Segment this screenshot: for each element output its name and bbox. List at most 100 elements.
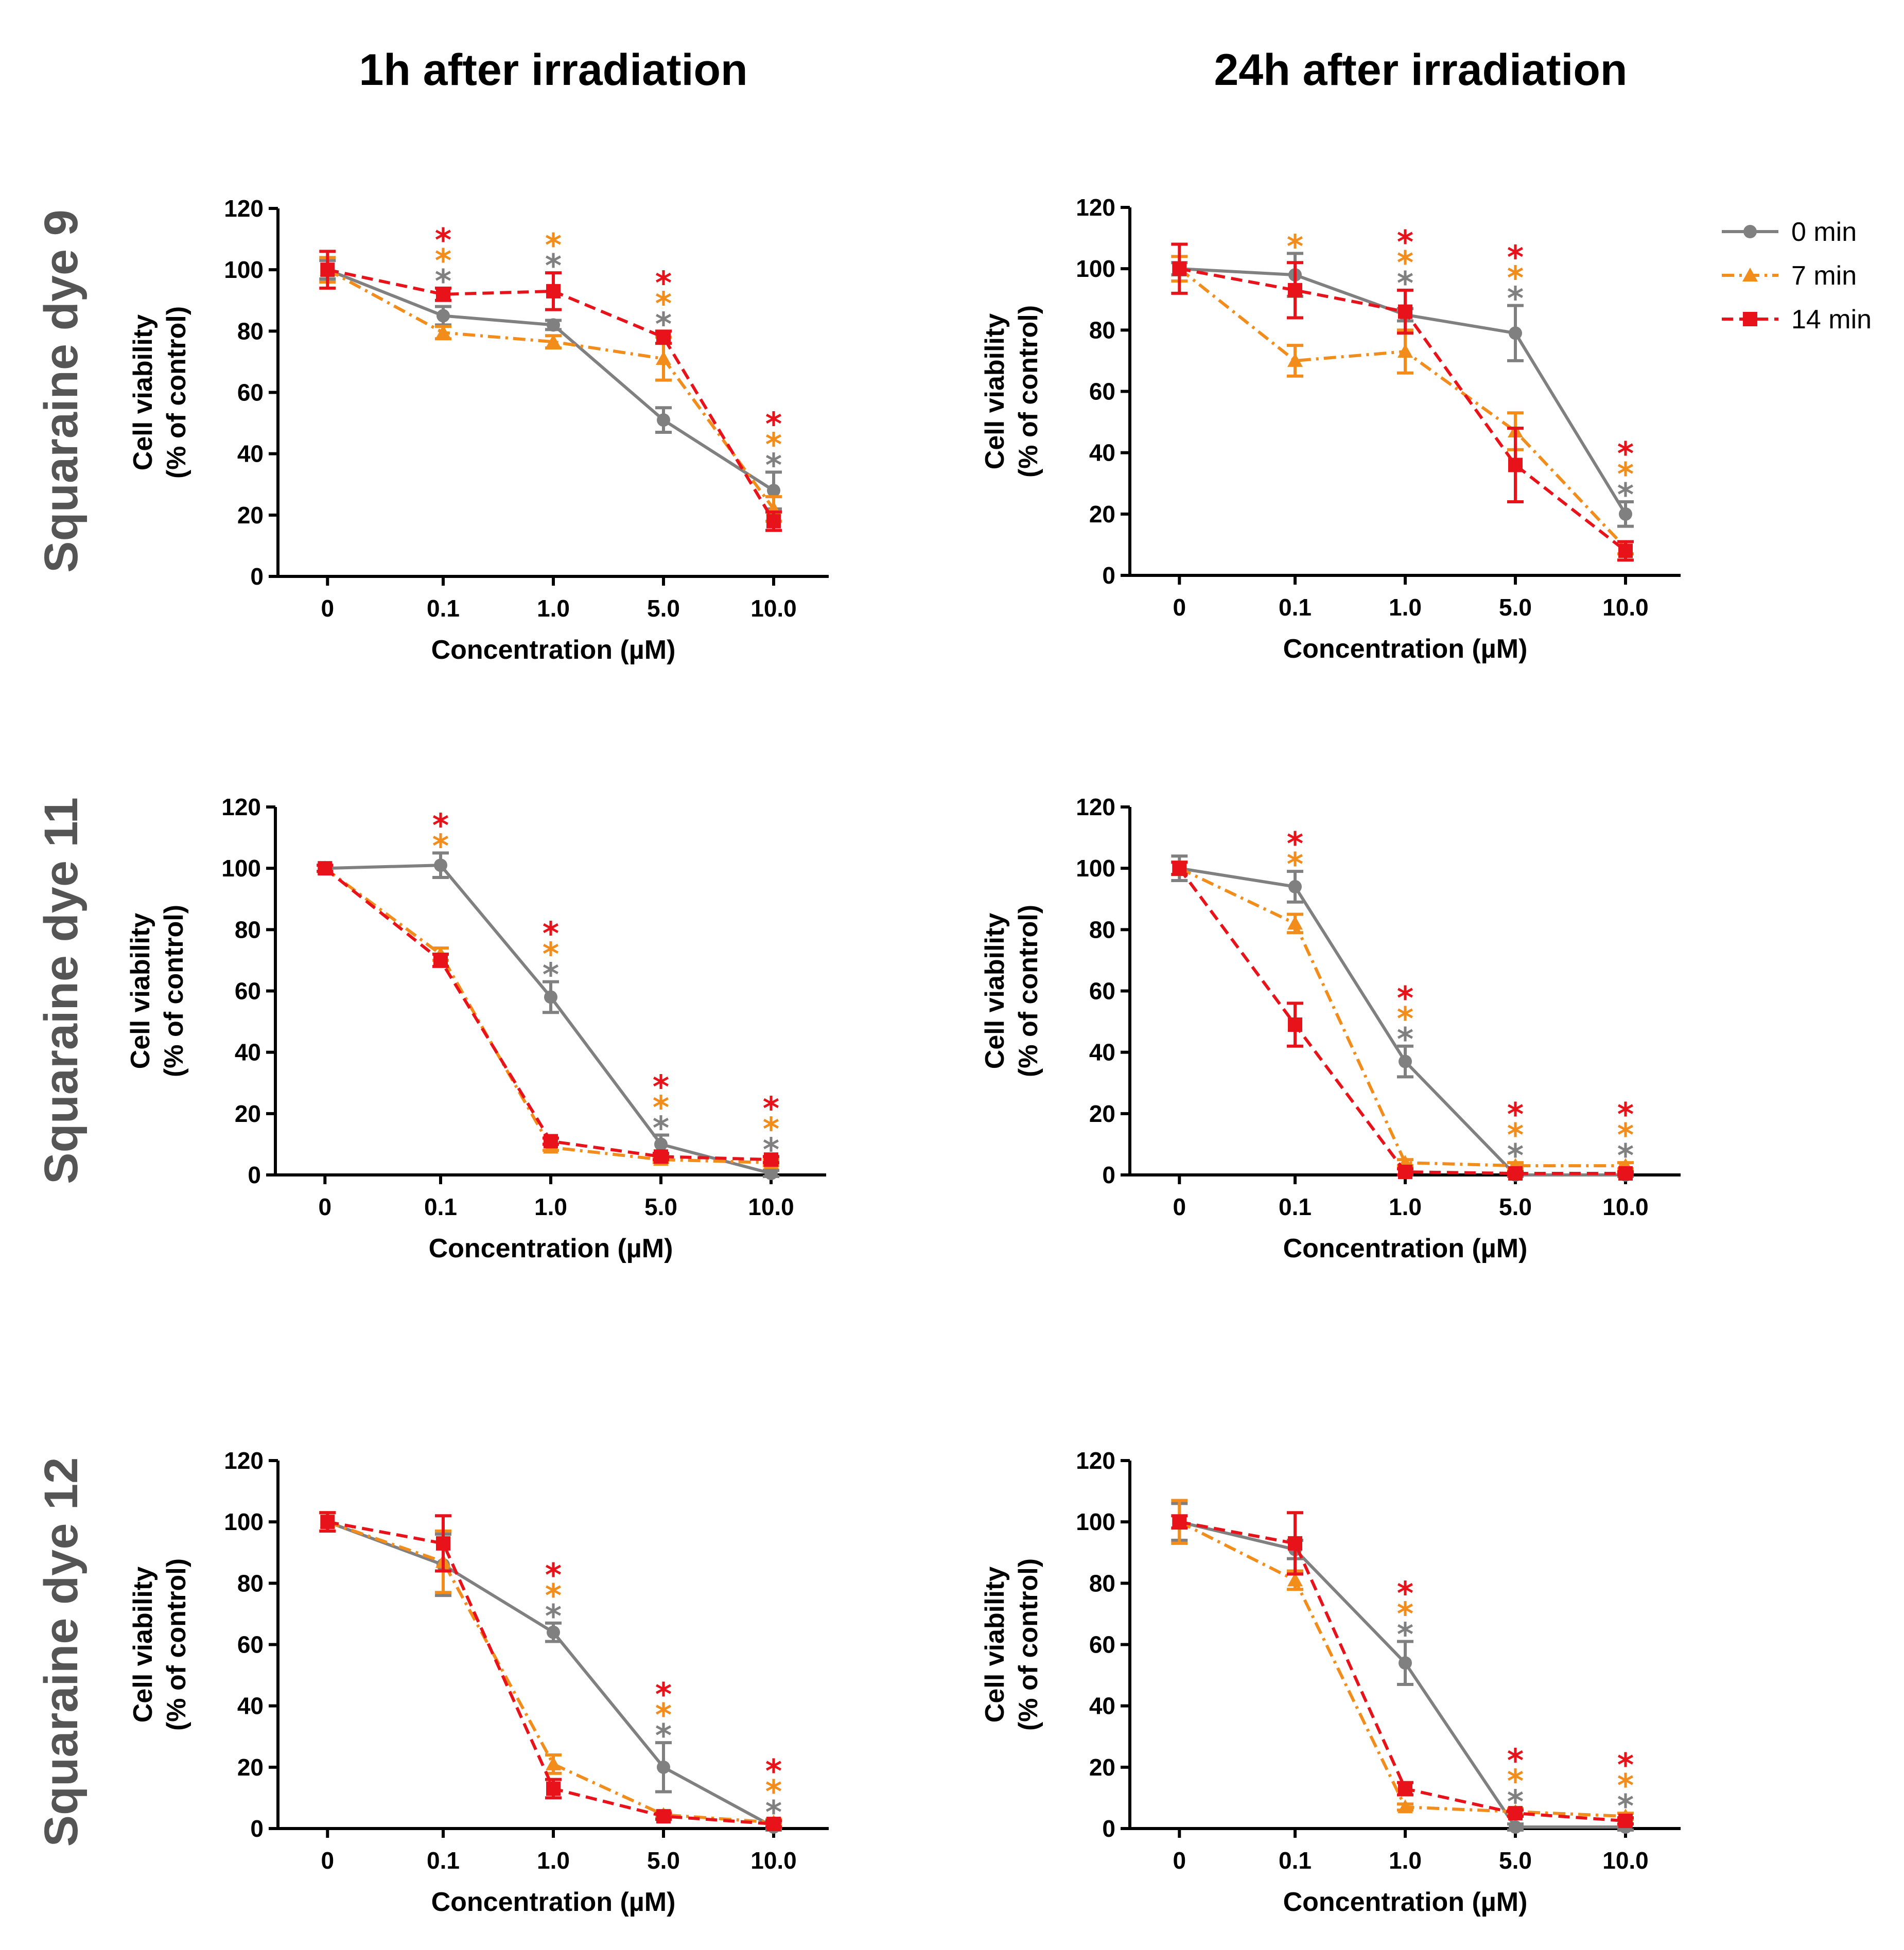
chart-dye12-24h: 0 20 40 60 80 100 120 0 0.1 1.0 5.0 10.0 Concentrati…	[980, 1447, 1681, 1917]
data-point	[657, 413, 670, 427]
data-point	[544, 1134, 558, 1149]
data-point	[1619, 507, 1632, 521]
significance-star: *	[655, 264, 672, 302]
y-tick-label: 20	[1089, 501, 1115, 528]
data-point	[320, 1515, 335, 1530]
y-tick-label: 120	[1076, 194, 1115, 221]
y-tick-label: 100	[221, 855, 261, 882]
y-tick-label: 20	[237, 1754, 264, 1781]
data-point	[1288, 880, 1302, 893]
data-point	[767, 484, 780, 498]
y-tick-label: 40	[1089, 440, 1115, 466]
x-tick-label: 5.0	[647, 595, 680, 622]
x-axis-label: Concentration (µM)	[1283, 634, 1528, 664]
data-point	[1172, 1515, 1187, 1530]
data-point	[1287, 353, 1303, 367]
data-point	[1288, 1536, 1302, 1551]
y-axis-label-line1: Cell viability	[980, 313, 1010, 470]
data-point	[1618, 1166, 1633, 1181]
significance-star: *	[1617, 1096, 1634, 1133]
significance-star: *	[1397, 1021, 1413, 1058]
y-tick-label: 20	[237, 502, 264, 529]
significance-star: *	[765, 1794, 782, 1831]
x-tick-label: 1.0	[1389, 1193, 1422, 1220]
significance-star: *	[545, 1597, 562, 1635]
row-title-dye-11: Squaraine dye 11	[35, 797, 88, 1184]
y-axis-label-line2: (% of control)	[159, 905, 189, 1077]
y-tick-label: 120	[224, 195, 264, 222]
y-tick-label: 100	[1076, 1508, 1115, 1535]
significance-star: *	[1397, 979, 1413, 1017]
x-tick-label: 5.0	[644, 1193, 677, 1220]
significance-star: *	[1397, 1595, 1413, 1633]
y-tick-label: 40	[235, 1039, 261, 1066]
y-tick-label: 40	[1089, 1693, 1115, 1719]
data-point	[1287, 916, 1303, 930]
data-point	[1399, 1656, 1412, 1670]
y-axis-label-line2: (% of control)	[1014, 1558, 1043, 1731]
data-point	[546, 334, 561, 348]
legend-item-14-min: 14 min	[1722, 305, 1872, 335]
y-axis-label-line2: (% of control)	[162, 306, 191, 479]
significance-star: *	[765, 1752, 782, 1790]
x-tick-label: 1.0	[1389, 594, 1422, 621]
series-line	[1179, 1520, 1626, 1823]
data-point	[654, 1149, 668, 1164]
significance-star: *	[765, 446, 782, 484]
series-line	[326, 268, 775, 510]
y-tick-label: 0	[250, 1815, 264, 1842]
x-tick-label: 0	[1173, 1847, 1186, 1874]
y-tick-label: 80	[235, 916, 261, 943]
data-point	[766, 1817, 781, 1832]
row-title-dye-9: Squaraine dye 9	[35, 209, 88, 573]
series-7-min	[319, 256, 782, 523]
significance-star: *	[1617, 1116, 1634, 1154]
data-point	[1172, 861, 1187, 876]
y-tick-label: 20	[1089, 1100, 1115, 1127]
legend-label: 0 min	[1791, 217, 1857, 247]
significance-star: *	[1617, 1137, 1634, 1174]
y-tick-label: 60	[235, 978, 261, 1005]
y-tick-label: 100	[224, 1508, 264, 1535]
data-point	[1398, 344, 1413, 358]
significance-star: *	[1397, 265, 1413, 302]
x-axis-label: Concentration (µM)	[429, 1234, 673, 1263]
x-tick-label: 10.0	[1602, 1193, 1649, 1220]
series-line	[325, 864, 772, 1175]
x-tick-label: 0	[1173, 594, 1186, 621]
y-tick-label: 120	[1076, 794, 1115, 820]
y-tick-label: 0	[250, 563, 264, 590]
series-line	[324, 867, 772, 1165]
y-tick-label: 40	[1089, 1039, 1115, 1066]
significance-star: *	[435, 242, 451, 279]
significance-star: *	[1397, 1000, 1413, 1038]
data-point	[1288, 1017, 1302, 1032]
data-point	[1508, 1806, 1523, 1821]
significance-star: *	[1507, 239, 1524, 276]
data-point	[546, 284, 561, 298]
legend-marker	[1743, 225, 1757, 238]
significance-star: *	[655, 1676, 672, 1713]
significance-star: *	[543, 915, 559, 953]
y-axis-label-line2: (% of control)	[1014, 905, 1043, 1077]
significance-star: *	[1617, 1767, 1634, 1804]
chart-dye9-24h: 0 20 40 60 80 100 120 0 0.1 1.0 5.0 10.0 Concentrati…	[980, 194, 1681, 664]
significance-star: *	[545, 1556, 562, 1594]
y-tick-label: 80	[1089, 916, 1115, 943]
y-tick-label: 60	[1089, 378, 1115, 405]
data-point	[436, 287, 450, 302]
significance-star: *	[545, 1577, 562, 1614]
x-tick-label: 0.1	[1279, 1193, 1312, 1220]
y-axis-label-line1: Cell viability	[980, 1567, 1010, 1723]
x-tick-label: 1.0	[537, 595, 570, 622]
significance-star: *	[1507, 1783, 1524, 1820]
y-tick-label: 80	[1089, 1570, 1115, 1596]
significance-star: *	[655, 1696, 672, 1734]
significance-star: *	[655, 285, 672, 322]
x-tick-label: 0.1	[424, 1193, 457, 1220]
x-tick-label: 0.1	[1279, 594, 1312, 621]
y-tick-label: 60	[237, 379, 264, 406]
data-point	[1288, 283, 1302, 297]
significance-star: *	[1287, 846, 1303, 883]
data-point	[1618, 1814, 1633, 1829]
